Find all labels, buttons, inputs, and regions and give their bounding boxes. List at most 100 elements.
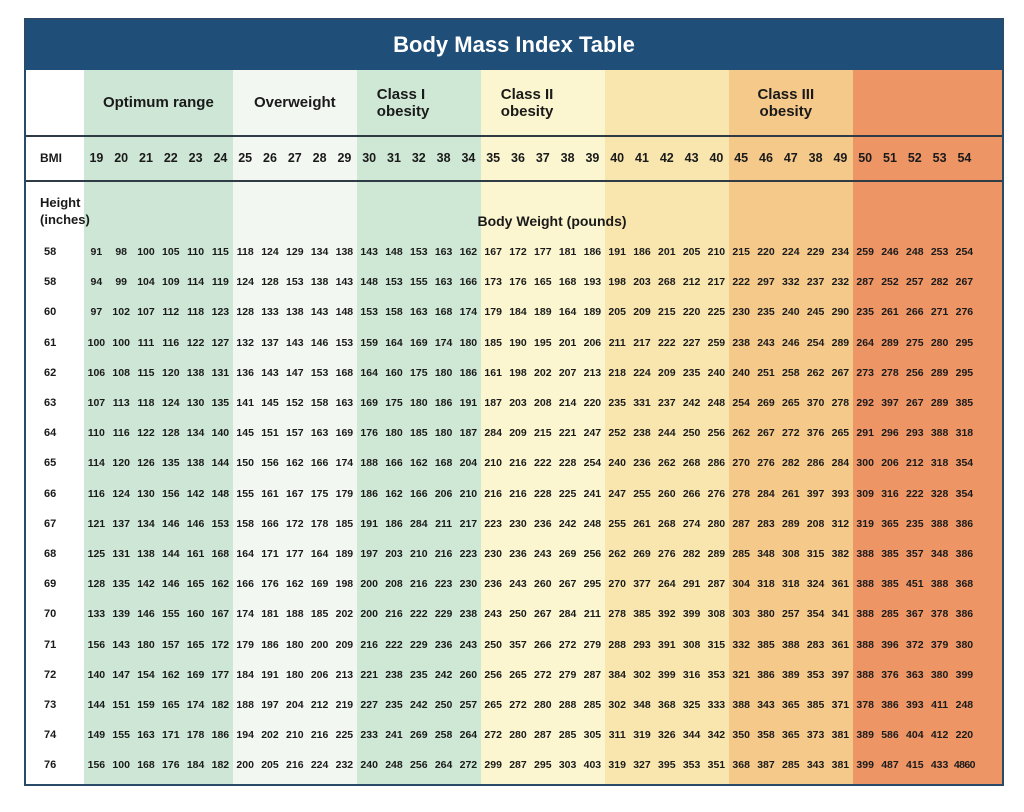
weight-cell: 116	[162, 336, 180, 349]
weight-cell: 245	[806, 306, 825, 319]
bmi-value: 49	[833, 151, 848, 165]
weight-cell: 153	[310, 366, 329, 379]
divider-categories	[26, 135, 1002, 137]
weight-cell: 119	[211, 276, 229, 289]
weight-cell: 113	[112, 397, 130, 409]
weight-cell: 166	[236, 578, 254, 591]
weight-cell: 210	[707, 246, 726, 258]
weight-cell: 184	[236, 668, 254, 681]
weight-cell: 230	[459, 578, 478, 591]
weight-cell: 109	[162, 276, 180, 289]
weight-cell: 197	[360, 548, 378, 560]
weight-cell: 173	[484, 276, 502, 289]
weight-cell: 381	[831, 729, 850, 742]
weight-cell: 365	[782, 729, 800, 742]
weight-cell: 259	[856, 246, 874, 258]
weight-cell: 214	[558, 397, 577, 409]
weight-cell: 240	[608, 457, 626, 470]
weight-cell: 159	[137, 699, 155, 711]
weight-cell: 224	[633, 366, 651, 379]
weight-cell: 148	[360, 276, 378, 289]
weight-cell: 319	[608, 759, 626, 772]
weight-cell: 319	[856, 517, 874, 530]
weight-cell: 171	[261, 548, 279, 560]
weight-cell: 163	[310, 427, 329, 440]
weight-cell: 211	[608, 336, 626, 349]
weight-cell: 243	[484, 608, 502, 621]
weight-cell: 165	[162, 699, 180, 711]
weight-cell: 149	[87, 729, 106, 742]
weight-cell: 124	[112, 487, 130, 500]
weight-cell: 303	[558, 759, 577, 772]
weight-cell: 110	[87, 427, 105, 440]
weight-cell: 267	[534, 608, 552, 621]
weight-cell: 230	[484, 548, 502, 560]
weight-cell: 254	[955, 246, 974, 258]
weight-cell: 213	[583, 366, 602, 379]
height-value: 62	[44, 366, 57, 379]
weight-cell: 162	[162, 668, 180, 681]
weight-cell: 162	[385, 487, 403, 500]
weight-cell: 363	[906, 668, 924, 681]
weight-cell: 385	[881, 548, 899, 560]
weight-cell: 99	[115, 276, 128, 289]
weight-cell: 316	[682, 668, 701, 681]
weight-cell: 266	[534, 638, 552, 651]
weight-cell: 305	[583, 729, 602, 742]
weight-cell: 285	[782, 759, 800, 772]
bmi-value: 22	[163, 151, 178, 165]
weight-cell: 304	[732, 578, 750, 591]
weight-cell: 242	[434, 668, 453, 681]
weight-cell: 138	[310, 276, 329, 289]
weight-cell: 100	[112, 336, 130, 349]
weight-cell: 267	[955, 276, 974, 289]
weight-cell: 321	[732, 668, 750, 681]
weight-cell: 146	[310, 336, 329, 349]
weight-cell: 388	[930, 427, 949, 440]
weight-cell: 252	[881, 276, 899, 289]
weight-cell: 135	[162, 457, 180, 470]
weight-cell: 186	[583, 246, 602, 258]
weight-cell: 235	[385, 699, 403, 711]
weight-cell: 186	[261, 638, 279, 651]
weight-cell: 179	[236, 638, 254, 651]
weight-cell: 287	[856, 276, 874, 289]
weight-cell: 386	[757, 668, 775, 681]
weight-cell: 253	[930, 246, 949, 258]
weight-cell: 230	[509, 517, 527, 530]
weight-cell: 288	[558, 699, 577, 711]
weight-cell: 269	[757, 397, 775, 409]
weight-cell: 148	[335, 306, 354, 319]
weight-cell: 220	[757, 246, 775, 258]
weight-cell: 286	[707, 457, 726, 470]
height-value: 70	[44, 608, 57, 621]
weight-cell: 169	[360, 397, 378, 409]
height-value: 58	[44, 276, 57, 289]
weight-cell: 228	[558, 457, 577, 470]
height-value: 74	[44, 729, 57, 742]
weight-cell: 388	[856, 608, 874, 621]
band-class1	[356, 70, 481, 784]
weight-cell: 209	[335, 638, 354, 651]
weight-cell: 185	[410, 427, 428, 440]
weight-cell: 163	[335, 397, 354, 409]
weight-cell: 274	[682, 517, 701, 530]
bmi-value: 50	[858, 151, 873, 165]
weight-cell: 167	[286, 487, 304, 500]
weight-cell: 151	[112, 699, 130, 711]
band-class2a	[480, 70, 605, 784]
weight-cell: 293	[906, 427, 924, 440]
weight-cell: 318	[757, 578, 775, 591]
weight-cell: 276	[658, 548, 676, 560]
weight-cell: 217	[633, 336, 651, 349]
weight-cell: 168	[335, 366, 354, 379]
weight-cell: 140	[211, 427, 230, 440]
weight-cell: 236	[534, 517, 552, 530]
weight-cell: 187	[484, 397, 502, 409]
weight-cell: 257	[459, 699, 478, 711]
weight-cell: 388	[856, 548, 874, 560]
weight-cell: 382	[831, 548, 850, 560]
weight-cell: 200	[310, 638, 329, 651]
weight-cell: 134	[310, 246, 329, 258]
bmi-value: 29	[337, 151, 352, 165]
